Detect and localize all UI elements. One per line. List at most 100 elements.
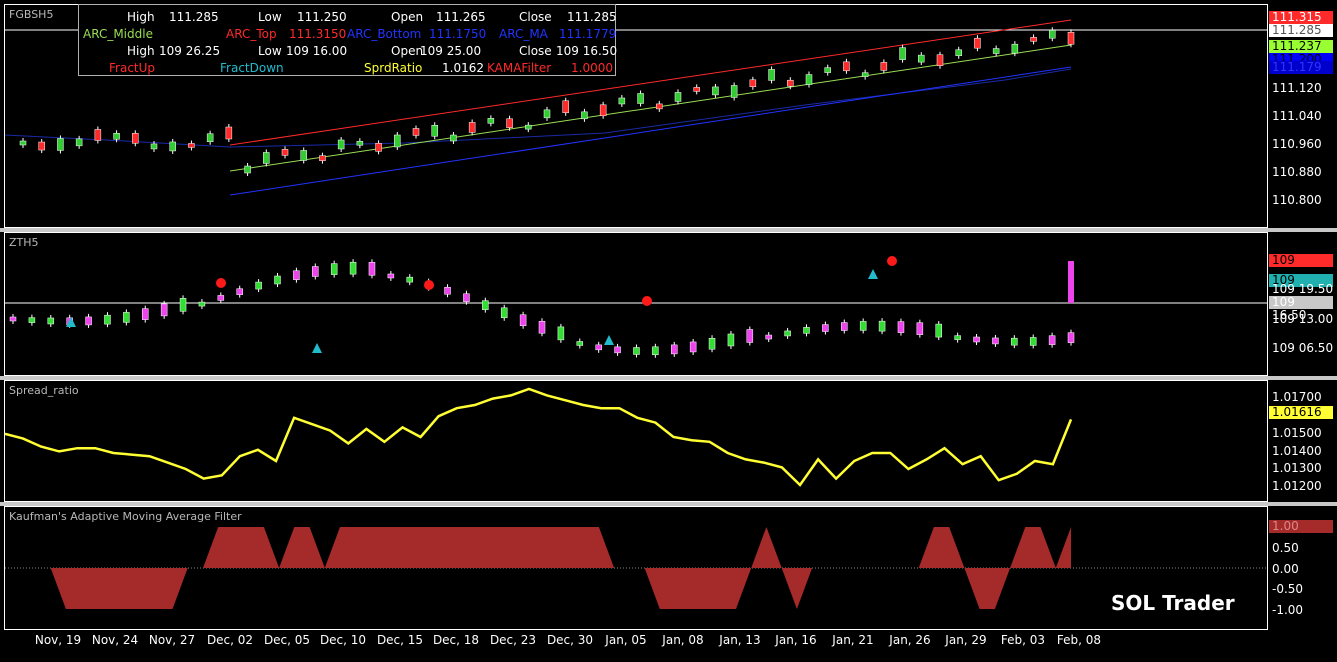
zth5-tick: 109 06.50 — [1272, 341, 1334, 355]
arc-bottom-line — [229, 66, 1072, 196]
date-label: Dec, 23 — [489, 633, 537, 647]
kama-tick: -0.50 — [1272, 582, 1304, 596]
candle-body — [787, 79, 794, 87]
candle-body — [142, 308, 149, 320]
high-value: 111.285 — [169, 10, 219, 24]
kama-axis: 1.00 0.50 0.00 -0.50 -1.00 — [1268, 506, 1337, 630]
candle-body — [300, 150, 307, 161]
candle-body — [803, 327, 810, 334]
spread-open-value: 109 25.00 — [420, 44, 482, 58]
date-label: Jan, 13 — [719, 633, 761, 647]
close-value: 111.285 — [567, 10, 617, 24]
arc-middle-line — [229, 44, 1072, 172]
candle-body — [394, 134, 401, 148]
candle-body — [519, 314, 527, 327]
spread-close-value: 109 16.50 — [556, 44, 618, 58]
date-label: Dec, 15 — [376, 633, 424, 647]
candle-body — [9, 316, 17, 322]
candle-body — [319, 155, 326, 161]
price-pane-title: FGBSH5 — [9, 8, 54, 21]
candle-body — [375, 143, 382, 152]
ratio-tick: 1.01400 — [1272, 444, 1322, 458]
ratio-tick: 1.01500 — [1272, 426, 1322, 440]
candle-body — [595, 344, 602, 351]
candle-body — [656, 103, 663, 110]
ratio-tick: 1.01200 — [1272, 479, 1322, 493]
price-tick: 110.960 — [1272, 137, 1322, 151]
candle-body — [274, 275, 281, 285]
candle-body — [954, 335, 961, 340]
candle-body — [57, 138, 64, 151]
candle-body — [506, 118, 513, 128]
candle-body — [160, 303, 168, 317]
fractal-down-icon — [66, 317, 76, 327]
candle-body — [349, 261, 357, 275]
price-tick: 110.800 — [1272, 193, 1322, 207]
fractal-down-icon — [312, 343, 322, 353]
candle-body — [463, 293, 470, 302]
sprd-ratio-value: 1.0162 — [442, 61, 484, 75]
data-window: High 111.285 Low 111.250 Open 111.265 Cl… — [78, 4, 618, 76]
candle-body — [150, 143, 158, 150]
pane-separator[interactable] — [0, 376, 1337, 380]
candle-body — [19, 140, 27, 146]
kama-pane[interactable]: Kaufman's Adaptive Moving Average Filter… — [4, 506, 1268, 630]
kama-tag: 1.00 — [1269, 520, 1333, 533]
ratio-tick: 1.01700 — [1272, 390, 1322, 404]
candle-body — [671, 344, 678, 355]
candle-body — [1067, 332, 1075, 343]
pane-separator[interactable] — [0, 502, 1337, 506]
candle-body — [188, 143, 195, 148]
candle-body — [356, 140, 364, 146]
candle-body — [899, 47, 906, 60]
fractal-up-icon — [216, 278, 226, 288]
spread-ratio-pane[interactable]: Spread_ratio — [4, 380, 1268, 502]
candle-body — [749, 79, 757, 88]
price-chart[interactable] — [5, 5, 1268, 228]
fract-down-label: FractDown — [220, 61, 284, 75]
candle-body — [633, 347, 640, 355]
candle-body — [897, 321, 905, 333]
candle-body — [784, 330, 791, 337]
candle-body — [708, 337, 716, 350]
spread-ratio-chart[interactable] — [5, 381, 1268, 502]
candle-body — [169, 141, 176, 152]
brand-watermark: SOL Trader — [1111, 591, 1235, 615]
fractal-up-icon — [424, 280, 434, 290]
spread-ratio-title: Spread_ratio — [9, 384, 79, 397]
candle-body — [843, 61, 850, 72]
candle-body — [368, 262, 376, 276]
sprd-ratio-label: SprdRatio — [364, 61, 423, 75]
candle-body — [973, 336, 980, 343]
candle-body — [727, 333, 735, 347]
kama-tick: -1.00 — [1272, 603, 1304, 617]
pane-separator[interactable] — [0, 228, 1337, 232]
candle-body — [824, 67, 831, 73]
candle-body — [387, 273, 395, 279]
candle-body — [104, 314, 111, 325]
candle-body — [198, 301, 206, 307]
candle-body — [113, 132, 120, 140]
candle-body — [712, 86, 719, 96]
price-axis: 111.315 111.285 111.237 111.200 111.179 … — [1268, 4, 1337, 228]
price-tick: 111.120 — [1272, 81, 1322, 95]
spread-ratio-axis: 1.01700 1.01616 1.01500 1.01400 1.01300 … — [1268, 380, 1337, 502]
date-label: Jan, 29 — [945, 633, 987, 647]
candle-body — [1011, 43, 1019, 54]
zth5-chart[interactable] — [5, 233, 1268, 376]
kama-chart[interactable] — [5, 507, 1268, 630]
candle-body — [293, 270, 300, 280]
spread-ratio-line — [5, 387, 1073, 487]
low-label: Low — [258, 10, 282, 24]
candle-body — [730, 85, 738, 98]
zth5-high-tag: 109 25.75 — [1269, 254, 1333, 280]
candle-body — [281, 149, 289, 156]
candle-body — [450, 134, 457, 142]
candle-body — [1049, 29, 1056, 39]
zth5-pane[interactable]: ZTH5 — [4, 232, 1268, 376]
date-label: Dec, 02 — [206, 633, 254, 647]
candle-body — [557, 326, 565, 341]
date-label: Nov, 24 — [91, 633, 139, 647]
candle-body — [878, 320, 886, 332]
candle-body — [689, 341, 697, 353]
